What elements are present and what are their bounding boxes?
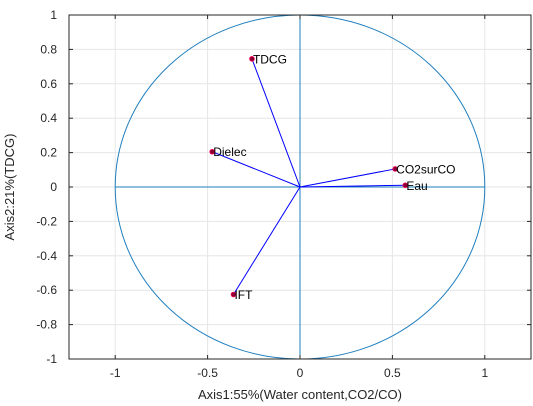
marker-tdcg — [249, 56, 255, 62]
y-tick-label: 0.2 — [40, 146, 57, 160]
x-tick-label: -0.5 — [197, 366, 218, 380]
y-tick-label: 0.4 — [40, 111, 57, 125]
y-tick-label: -0.4 — [36, 249, 57, 263]
label-dielec: Dielec — [213, 145, 246, 159]
marker-dielec — [209, 148, 216, 155]
y-tick-label: -0.6 — [36, 283, 57, 297]
y-tick-labels: -1 -0.8 -0.6 -0.4 -0.2 0 0.2 0.4 0.6 0.8 1 — [36, 8, 57, 366]
x-tick-label: 1 — [481, 366, 488, 380]
x-tick-labels: -1 -0.5 0 0.5 1 — [110, 366, 489, 380]
label-tdcg: TDCG — [253, 52, 287, 66]
label-eau: Eau — [406, 179, 427, 193]
y-tick-label: 1 — [50, 8, 57, 22]
variable-vectors — [212, 58, 406, 295]
marker-eau — [402, 182, 409, 189]
vector-co2surco — [299, 168, 396, 188]
y-tick-label: 0 — [50, 180, 57, 194]
y-axis-title: Axis2:21%(TDCG) — [2, 134, 17, 241]
y-tick-label: -0.8 — [36, 318, 57, 332]
vector-dielec — [212, 151, 301, 188]
axis-ticks — [69, 14, 531, 360]
label-ift: IFT — [234, 288, 253, 302]
marker-co2surco — [392, 166, 398, 172]
label-co2surco: CO2surCO — [396, 162, 455, 176]
x-tick-label: 0.5 — [384, 366, 401, 380]
x-axis-title: Axis1:55%(Water content,CO2/CO) — [198, 387, 402, 402]
vector-eau — [299, 184, 406, 188]
x-tick-label: -1 — [110, 366, 121, 380]
y-tick-label: 0.6 — [40, 77, 57, 91]
variable-labels: TDCG Dielec CO2surCO Eau IFT — [213, 52, 455, 302]
y-tick-label: -1 — [46, 352, 57, 366]
variable-markers — [209, 56, 409, 298]
vector-tdcg — [251, 58, 301, 188]
y-tick-label: 0.8 — [40, 42, 57, 56]
y-tick-label: -0.2 — [36, 214, 57, 228]
vector-ift — [233, 186, 301, 295]
x-tick-label: 0 — [297, 366, 304, 380]
marker-ift — [230, 291, 237, 298]
